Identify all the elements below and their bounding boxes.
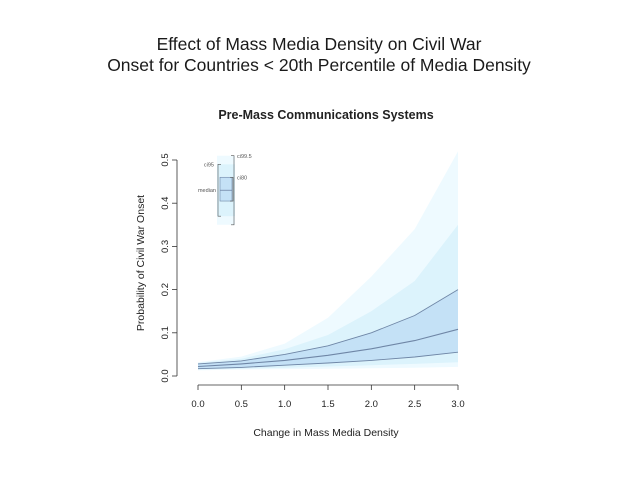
legend-bracket-ci95 — [217, 164, 221, 217]
y-tick-label: 0.0 — [160, 369, 171, 382]
line-median — [197, 328, 459, 368]
slide-title-line-2: Onset for Countries < 20th Percentile of… — [107, 55, 531, 75]
chart-title: Pre-Mass Communications Systems — [218, 108, 433, 122]
legend-label-ci80: ci80 — [237, 175, 247, 181]
x-axis-label: Change in Mass Media Density — [253, 427, 399, 439]
x-tick-label: 2.0 — [365, 399, 378, 410]
line-ci80-lower — [197, 351, 459, 370]
x-tick-label: 3.0 — [451, 399, 464, 410]
legend: ci99.5 ci95 ci80 median — [198, 154, 252, 226]
x-tick-label: 2.5 — [408, 399, 421, 410]
y-tick-label: 0.4 — [160, 197, 171, 210]
legend-label-ci95: ci95 — [204, 162, 214, 168]
legend-bracket-ci80 — [230, 176, 234, 202]
band-ci80 — [198, 289, 458, 369]
confidence-bands — [198, 151, 458, 371]
series-lines — [197, 289, 459, 370]
slide-title-line-1: Effect of Mass Media Density on Civil Wa… — [156, 34, 482, 54]
x-tick-label: 0.5 — [235, 399, 248, 410]
slide-title: Effect of Mass Media Density on Civil Wa… — [0, 34, 638, 76]
x-tick-label: 0.0 — [191, 399, 204, 410]
legend-bracket-ci99-5 — [231, 155, 235, 226]
y-tick-label: 0.2 — [160, 283, 171, 296]
y-tick-label: 0.5 — [160, 153, 171, 166]
y-axis-label: Probability of Civil War Onset — [135, 195, 147, 331]
legend-label-median: median — [198, 188, 216, 194]
line-ci80-upper — [197, 289, 459, 365]
x-tick-label: 1.5 — [321, 399, 334, 410]
y-tick-label: 0.1 — [160, 326, 171, 339]
legend-swatch-ci80 — [219, 176, 233, 202]
axes: 0.0 0.5 1.0 1.5 2.0 2.5 3.0 0.0 0.1 0.2 0.3 0.4 0.5 — [160, 153, 465, 410]
x-tick-label: 1.0 — [278, 399, 291, 410]
legend-label-ci99-5: ci99.5 — [237, 154, 252, 160]
y-tick-label: 0.3 — [160, 240, 171, 253]
